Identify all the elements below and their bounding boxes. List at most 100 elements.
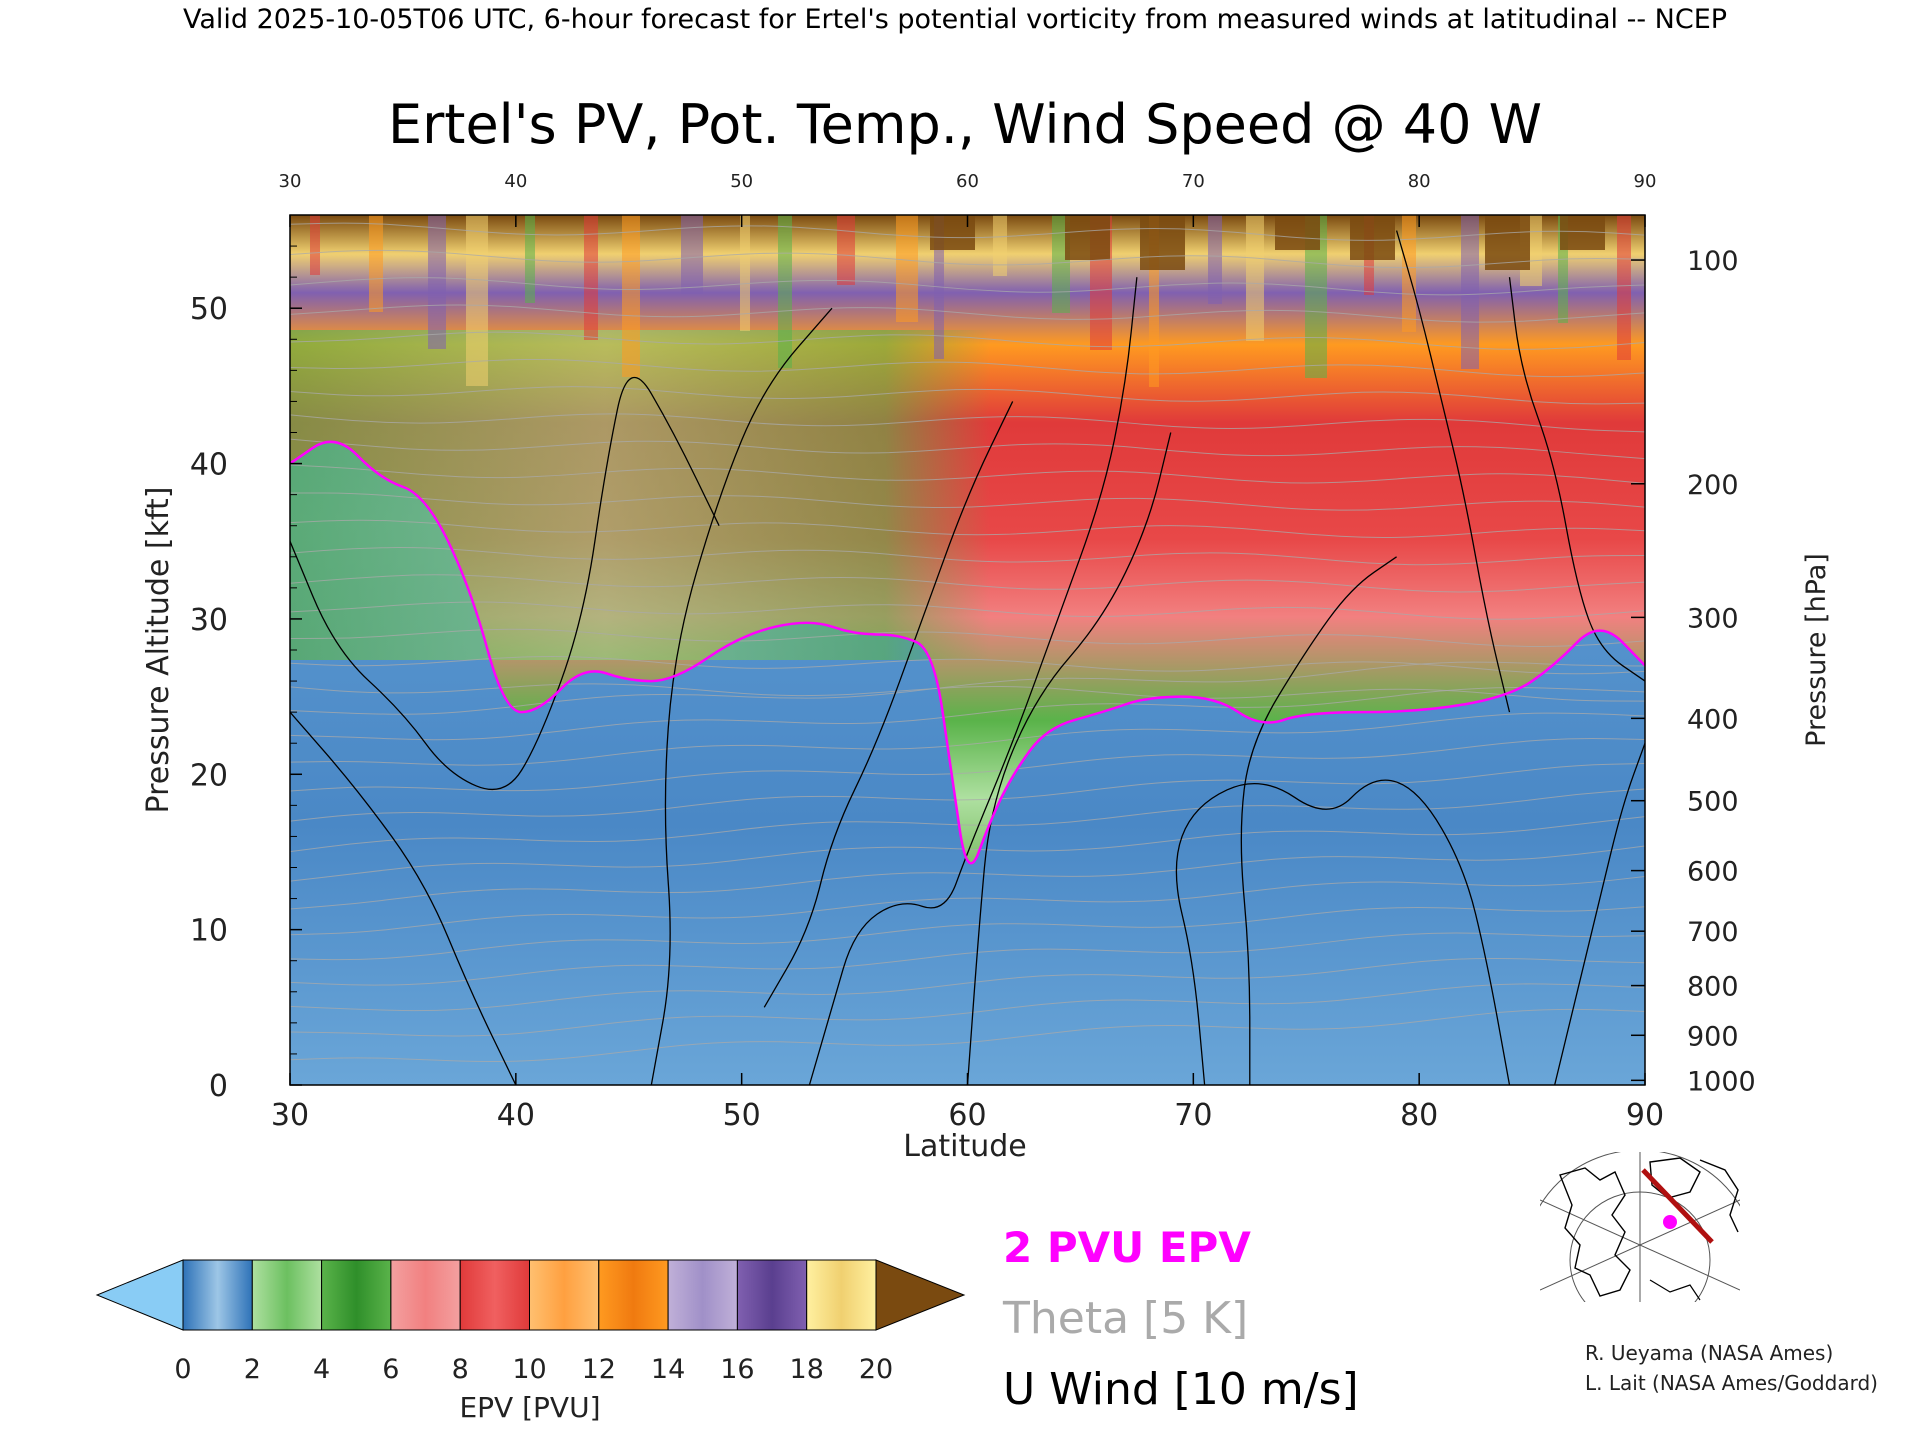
u-wind-contours bbox=[290, 230, 1645, 1085]
theta-contour bbox=[290, 628, 1645, 647]
pressure-tick-label: 500 bbox=[1687, 787, 1739, 818]
theta-contour bbox=[290, 413, 1645, 433]
theta-contour bbox=[290, 547, 1645, 566]
u-wind-contour bbox=[763, 401, 1014, 1008]
u-wind-contour bbox=[290, 711, 517, 1085]
y-tick-label: 20 bbox=[190, 758, 228, 793]
u-wind-contour bbox=[1175, 779, 1511, 1085]
theta-contour bbox=[290, 983, 1645, 1037]
x-top-tick-label: 80 bbox=[1408, 171, 1431, 192]
oscillation-streak bbox=[740, 215, 750, 331]
theta-contour bbox=[290, 1008, 1645, 1063]
north-america-coastline bbox=[1559, 1167, 1631, 1297]
oscillation-streak bbox=[525, 215, 535, 303]
oscillation-streak bbox=[584, 215, 598, 340]
x-top-tick-label: 30 bbox=[279, 171, 302, 192]
colorbar-band bbox=[182, 1259, 253, 1331]
section-track bbox=[1641, 1168, 1714, 1244]
colorbar-band bbox=[667, 1259, 738, 1331]
theta-contour bbox=[290, 957, 1645, 1012]
x-axis-label: Latitude bbox=[903, 1129, 1026, 1164]
high-pv-cap bbox=[1350, 215, 1395, 260]
u-wind-contour bbox=[1395, 230, 1511, 713]
theta-contour bbox=[290, 331, 1645, 350]
pressure-tick-label: 800 bbox=[1687, 972, 1739, 1003]
x-tick-label: 90 bbox=[1626, 1098, 1664, 1133]
colorbar-tick-label: 14 bbox=[651, 1354, 685, 1385]
colorbar-tick-label: 0 bbox=[174, 1354, 191, 1385]
x-tick-label: 50 bbox=[723, 1098, 761, 1133]
oscillation-streak bbox=[681, 215, 703, 294]
theta-contour bbox=[290, 438, 1645, 460]
pressure-tick-label: 900 bbox=[1687, 1021, 1739, 1052]
y-tick-label: 50 bbox=[190, 292, 228, 327]
theta-contour bbox=[290, 464, 1645, 484]
theta-contour bbox=[290, 738, 1645, 792]
theta-contour bbox=[290, 222, 1645, 241]
colorbar-label: EPV [PVU] bbox=[459, 1391, 600, 1424]
greenland-coastline bbox=[1649, 1157, 1701, 1199]
colorbar-band bbox=[321, 1259, 392, 1331]
theta-contour bbox=[290, 875, 1645, 936]
credit-line-1: R. Ueyama (NASA Ames) bbox=[1585, 1341, 1833, 1365]
pressure-tick-label: 100 bbox=[1687, 246, 1739, 277]
oscillation-streak bbox=[896, 215, 918, 322]
theta-contour bbox=[290, 788, 1645, 853]
oscillation-streak bbox=[1208, 215, 1222, 304]
colorbar: 0 2 4 6 8 10 12 14 16 18 20 bbox=[95, 1259, 966, 1385]
pressure-tick-label: 200 bbox=[1687, 470, 1739, 501]
u-wind-contour bbox=[290, 376, 720, 790]
colorbar-band bbox=[459, 1259, 531, 1331]
x-tick-label: 30 bbox=[271, 1098, 309, 1133]
credit-line-2: L. Lait (NASA Ames/Goddard) bbox=[1585, 1371, 1878, 1395]
theta-contour bbox=[290, 249, 1645, 269]
theta-contour bbox=[290, 906, 1645, 961]
x-tick-label: 60 bbox=[948, 1098, 986, 1133]
valid-time-header: Valid 2025-10-05T06 UTC, 6-hour forecast… bbox=[183, 4, 1727, 35]
oscillation-streak bbox=[1461, 215, 1479, 369]
theta-contour bbox=[290, 845, 1645, 910]
inset-map bbox=[1540, 1152, 1740, 1302]
pressure-axis-label: Pressure [hPa] bbox=[1801, 553, 1832, 747]
x-top-tick-label: 60 bbox=[956, 171, 979, 192]
x-tick-label: 70 bbox=[1174, 1098, 1212, 1133]
legend-2pvu-epv: 2 PVU EPV bbox=[1003, 1223, 1251, 1272]
oscillation-streak bbox=[310, 215, 320, 275]
oscillation-streak bbox=[428, 215, 446, 349]
colorbar-tick-label: 12 bbox=[582, 1354, 616, 1385]
u-wind-contour bbox=[1240, 556, 1397, 1085]
colorbar-band bbox=[251, 1259, 323, 1331]
theta-contour bbox=[290, 683, 1645, 702]
oscillation-streak bbox=[1558, 215, 1568, 323]
y-tick-label: 40 bbox=[190, 448, 228, 483]
y-tick-label: 30 bbox=[190, 603, 228, 638]
colorbar-band bbox=[598, 1259, 669, 1331]
pressure-tick-label: 1000 bbox=[1687, 1066, 1756, 1097]
theta-contour bbox=[290, 519, 1645, 538]
colorbar-tick-label: 4 bbox=[313, 1354, 330, 1385]
u-wind-contour bbox=[650, 307, 833, 1085]
colorbar-band bbox=[806, 1259, 877, 1331]
x-top-tick-label: 70 bbox=[1182, 171, 1205, 192]
x-top-tick-label: 40 bbox=[504, 171, 527, 192]
europe-coastline bbox=[1699, 1159, 1739, 1233]
u-wind-contour bbox=[966, 432, 1172, 1085]
plot-area bbox=[290, 215, 1645, 1085]
oscillation-streak bbox=[778, 215, 792, 368]
upper-level-oscillations bbox=[310, 215, 1631, 387]
theta-contour bbox=[290, 358, 1645, 378]
legend-theta: Theta [5 K] bbox=[1002, 1293, 1248, 1344]
colorbar-tick-label: 8 bbox=[452, 1354, 469, 1385]
legend-u-wind: U Wind [10 m/s] bbox=[1003, 1364, 1359, 1415]
high-pv-cap bbox=[1140, 215, 1185, 270]
x-tick-label: 40 bbox=[497, 1098, 535, 1133]
colorbar-tick-label: 18 bbox=[790, 1354, 824, 1385]
theta-contour bbox=[290, 601, 1645, 620]
x-tick-label: 80 bbox=[1400, 1098, 1438, 1133]
oscillation-streak bbox=[369, 215, 383, 312]
theta-contour bbox=[290, 816, 1645, 882]
oscillation-streak bbox=[1149, 215, 1159, 387]
x-top-tick-label: 90 bbox=[1634, 171, 1657, 192]
theta-contour bbox=[290, 687, 1645, 741]
